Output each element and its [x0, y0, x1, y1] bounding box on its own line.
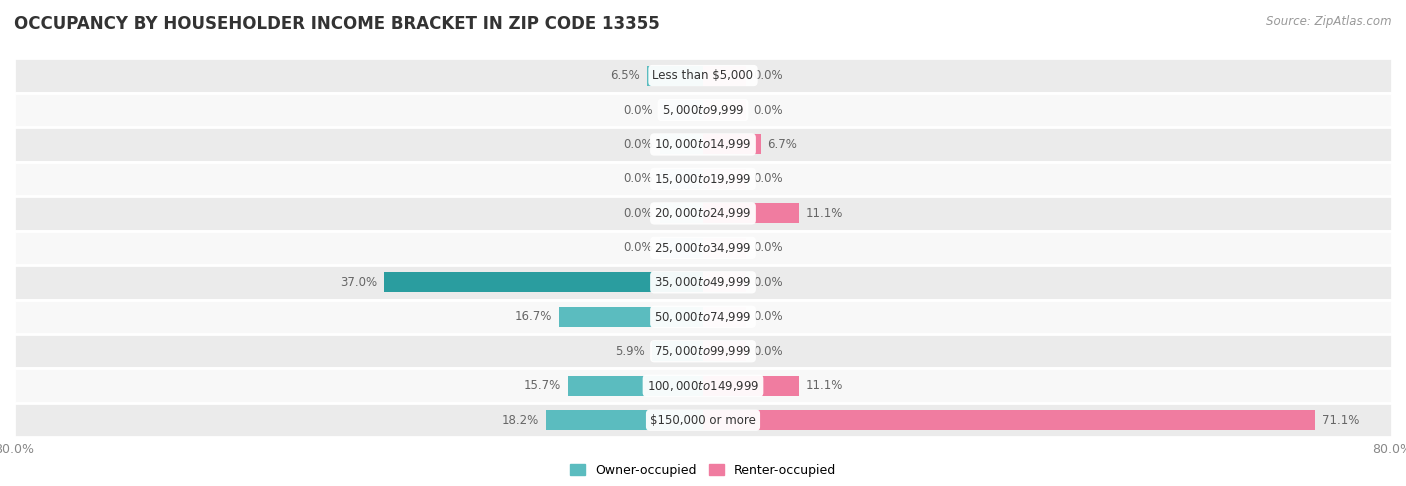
Text: $5,000 to $9,999: $5,000 to $9,999 — [662, 103, 744, 117]
Text: 0.0%: 0.0% — [623, 138, 652, 151]
Text: 18.2%: 18.2% — [502, 414, 540, 427]
Bar — [703, 238, 747, 258]
Bar — [659, 238, 703, 258]
Text: $150,000 or more: $150,000 or more — [650, 414, 756, 427]
Bar — [14, 403, 1392, 437]
Text: 0.0%: 0.0% — [623, 104, 652, 117]
Bar — [652, 341, 703, 361]
Text: 0.0%: 0.0% — [754, 345, 783, 358]
Bar — [14, 231, 1392, 265]
Text: 37.0%: 37.0% — [340, 276, 377, 289]
Bar — [14, 58, 1392, 93]
Bar — [703, 410, 1315, 430]
Legend: Owner-occupied, Renter-occupied: Owner-occupied, Renter-occupied — [569, 464, 837, 477]
Bar — [703, 307, 747, 327]
Text: 11.1%: 11.1% — [806, 379, 842, 392]
Text: $50,000 to $74,999: $50,000 to $74,999 — [654, 310, 752, 324]
Text: 0.0%: 0.0% — [623, 173, 652, 186]
Bar — [703, 376, 799, 396]
Bar — [14, 368, 1392, 403]
Text: 5.9%: 5.9% — [616, 345, 645, 358]
Text: OCCUPANCY BY HOUSEHOLDER INCOME BRACKET IN ZIP CODE 13355: OCCUPANCY BY HOUSEHOLDER INCOME BRACKET … — [14, 15, 659, 33]
Bar — [14, 196, 1392, 231]
Text: Less than $5,000: Less than $5,000 — [652, 69, 754, 82]
Text: 0.0%: 0.0% — [623, 242, 652, 254]
Bar — [560, 307, 703, 327]
Text: 15.7%: 15.7% — [523, 379, 561, 392]
Bar — [659, 100, 703, 120]
Text: $75,000 to $99,999: $75,000 to $99,999 — [654, 344, 752, 358]
Bar — [703, 169, 747, 189]
Text: 0.0%: 0.0% — [754, 310, 783, 323]
Bar — [703, 135, 761, 155]
Text: $15,000 to $19,999: $15,000 to $19,999 — [654, 172, 752, 186]
Bar — [703, 66, 747, 86]
Text: $25,000 to $34,999: $25,000 to $34,999 — [654, 241, 752, 255]
Text: $35,000 to $49,999: $35,000 to $49,999 — [654, 276, 752, 289]
Text: Source: ZipAtlas.com: Source: ZipAtlas.com — [1267, 15, 1392, 28]
Text: $100,000 to $149,999: $100,000 to $149,999 — [647, 379, 759, 393]
Bar — [703, 204, 799, 224]
Bar — [568, 376, 703, 396]
Text: 0.0%: 0.0% — [754, 276, 783, 289]
Text: $20,000 to $24,999: $20,000 to $24,999 — [654, 207, 752, 220]
Text: 0.0%: 0.0% — [754, 69, 783, 82]
Bar — [14, 162, 1392, 196]
Bar — [659, 169, 703, 189]
Bar — [703, 272, 747, 292]
Text: 0.0%: 0.0% — [754, 242, 783, 254]
Text: 6.7%: 6.7% — [768, 138, 797, 151]
Bar — [547, 410, 703, 430]
Bar — [14, 265, 1392, 299]
Text: 16.7%: 16.7% — [515, 310, 553, 323]
Bar — [659, 135, 703, 155]
Text: 6.5%: 6.5% — [610, 69, 640, 82]
Text: 71.1%: 71.1% — [1322, 414, 1360, 427]
Text: 0.0%: 0.0% — [623, 207, 652, 220]
Bar — [703, 341, 747, 361]
Bar — [14, 127, 1392, 162]
Text: 0.0%: 0.0% — [754, 173, 783, 186]
Bar — [384, 272, 703, 292]
Bar — [659, 204, 703, 224]
Text: 11.1%: 11.1% — [806, 207, 842, 220]
Bar — [647, 66, 703, 86]
Bar — [14, 299, 1392, 334]
Text: 0.0%: 0.0% — [754, 104, 783, 117]
Bar — [14, 93, 1392, 127]
Text: $10,000 to $14,999: $10,000 to $14,999 — [654, 138, 752, 152]
Bar — [14, 334, 1392, 368]
Bar — [703, 100, 747, 120]
